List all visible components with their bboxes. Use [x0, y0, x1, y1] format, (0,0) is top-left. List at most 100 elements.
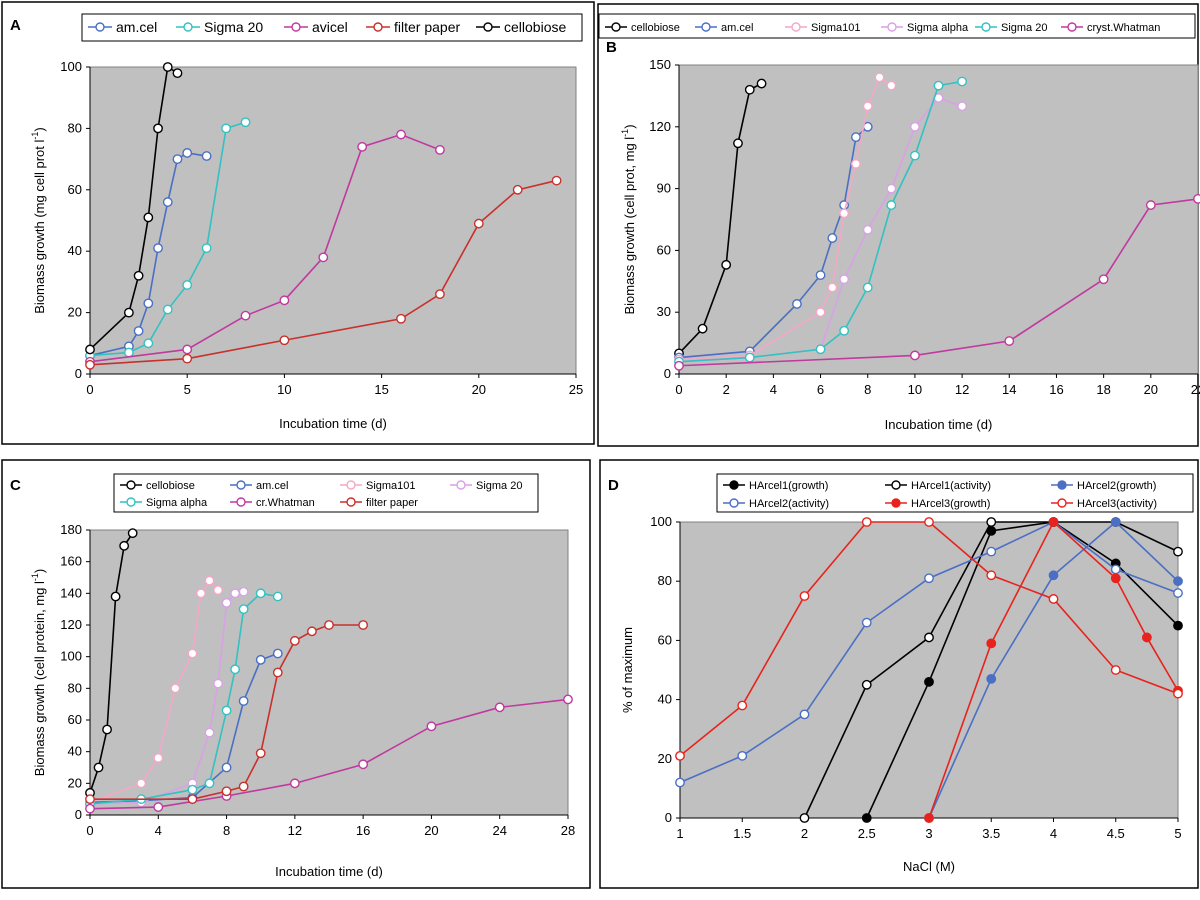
data-point [721, 259, 732, 270]
legend-item: cellobiose [120, 480, 195, 492]
legend-box [598, 13, 1196, 39]
data-point [1173, 546, 1183, 557]
y-tick-label: 20 [68, 775, 82, 790]
series-line [678, 198, 1199, 367]
data-point [1098, 274, 1109, 285]
data-point [162, 197, 173, 207]
legend-swatch-marker [981, 22, 991, 32]
data-point [255, 588, 266, 599]
legend-item: cryst.Whatman [1061, 22, 1160, 34]
y-tick-label: 120 [60, 617, 82, 632]
data-point [123, 347, 134, 358]
legend-swatch-marker [887, 22, 897, 32]
y-tick-label: 90 [657, 181, 671, 196]
data-point [238, 781, 249, 792]
legend-swatch-marker [291, 22, 301, 32]
x-tick-label: 3.5 [982, 826, 1000, 841]
x-axis-title: NaCl (M) [903, 859, 955, 874]
x-tick-label: 20 [1144, 382, 1158, 397]
plot-area [89, 66, 577, 375]
data-point [512, 184, 523, 195]
y-tick-label: 80 [68, 680, 82, 695]
data-point [1048, 594, 1059, 604]
y-tick-label: 20 [658, 751, 672, 766]
data-point [924, 632, 934, 643]
x-tick-label: 0 [675, 382, 682, 397]
data-point [957, 101, 967, 112]
legend-item: cellobiose [605, 22, 680, 34]
data-point [815, 307, 826, 318]
data-point [123, 307, 134, 318]
series-avicel [85, 129, 445, 367]
x-axis-title: Incubation time (d) [279, 416, 387, 431]
x-tick-label: 2 [723, 382, 730, 397]
legend-item: Sigma 20 [975, 22, 1047, 34]
data-point [1173, 588, 1183, 598]
data-point [1193, 194, 1200, 204]
data-point [799, 709, 810, 720]
legend-item: am.cel [88, 19, 157, 35]
x-tick-label: 0 [86, 823, 93, 838]
y-axis-title: % of maximum [620, 627, 635, 713]
x-tick-label: 10 [908, 382, 922, 397]
data-point [85, 344, 95, 355]
x-tick-label: 5 [1174, 826, 1181, 841]
legend-label: Sigma 20 [476, 480, 522, 492]
data-point [307, 626, 317, 637]
y-tick-label: 0 [664, 366, 671, 381]
data-point [357, 141, 368, 152]
data-point [396, 313, 406, 324]
data-point [201, 243, 212, 254]
data-point [221, 705, 232, 716]
data-point [851, 132, 861, 143]
panel-letter: A [10, 17, 21, 34]
data-point [799, 813, 810, 823]
x-tick-label: 5 [184, 382, 191, 397]
data-point [737, 700, 748, 711]
legend: HArcel1(growth) HArcel1(activity) HArcel2(… [716, 473, 1194, 513]
legend-item: filter paper [340, 497, 418, 509]
data-point [240, 117, 251, 128]
legend-item: HArcel2(activity) [723, 498, 829, 510]
x-tick-label: 28 [561, 823, 575, 838]
data-point [187, 794, 198, 805]
y-tick-label: 0 [665, 810, 672, 825]
x-tick-label: 10 [277, 382, 291, 397]
legend-swatch-marker [1057, 480, 1067, 490]
series-cr-whatman [85, 694, 573, 814]
legend-item: HArcel1(growth) [723, 480, 828, 492]
x-axis-title: Incubation time (d) [275, 864, 383, 879]
data-point [162, 304, 173, 315]
legend-label: am.cel [116, 19, 157, 35]
x-tick-label: 4 [770, 382, 777, 397]
legend-box [716, 473, 1194, 513]
data-point [827, 282, 838, 293]
data-point [862, 101, 873, 112]
data-point [1141, 632, 1152, 643]
y-tick-label: 80 [658, 573, 672, 588]
series-am-cel [85, 148, 212, 361]
series-line [928, 520, 1179, 819]
legend-label: cellobiose [631, 22, 680, 34]
legend-swatch-marker [729, 498, 739, 508]
data-point [675, 750, 685, 761]
data-point [213, 585, 223, 596]
y-tick-label: 0 [75, 366, 82, 381]
x-tick-label: 20 [472, 382, 486, 397]
legend: am.cel Sigma 20 avicel filter paper cellobio… [81, 13, 583, 42]
data-point [910, 150, 920, 161]
legend-swatch-marker [891, 498, 901, 508]
legend-label: HArcel3(growth) [911, 498, 990, 510]
data-point [874, 72, 885, 83]
data-point [839, 208, 850, 219]
series-cryst-whatman [674, 194, 1200, 371]
data-point [1110, 665, 1121, 675]
data-point [986, 546, 997, 557]
data-point [910, 121, 920, 132]
x-tick-label: 4.5 [1107, 826, 1125, 841]
y-tick-label: 60 [657, 242, 671, 257]
series-cellobiose [674, 78, 767, 359]
data-point [85, 359, 95, 370]
data-point [289, 635, 300, 646]
legend-swatch-marker [729, 480, 739, 490]
